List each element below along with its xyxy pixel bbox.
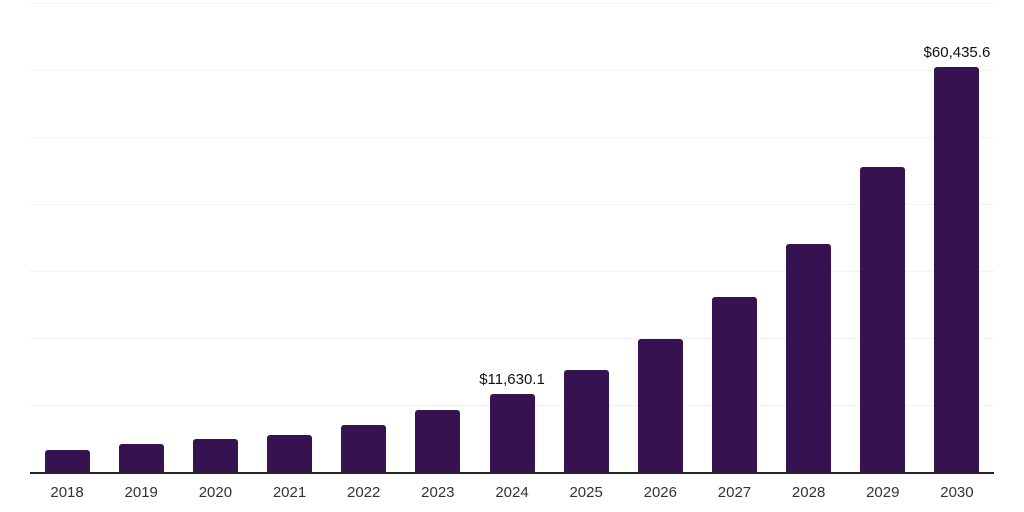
x-tick-2020: 2020: [198, 484, 233, 501]
bar-2023: [415, 410, 461, 472]
x-tick-2029: 2029: [866, 484, 900, 501]
x-tick-2026: 2026: [643, 484, 677, 501]
gridline-30000: [30, 271, 994, 272]
value-label-2030: $60,435.6: [923, 44, 991, 62]
x-tick-2021: 2021: [272, 484, 307, 501]
bar-2021: [267, 435, 313, 472]
bar-2025: [563, 370, 609, 472]
bar-2024: [489, 394, 535, 472]
plot-area: $11,630.1 $60,435.6: [30, 3, 994, 474]
x-tick-2025: 2025: [569, 484, 603, 501]
x-tick-2019: 2019: [124, 484, 158, 501]
x-axis-labels: 2018 2019 2020 2021 2022 2023 2024 2025 2026 2027…: [30, 484, 994, 504]
gridline-70000: [30, 3, 994, 4]
bar-2029: [860, 167, 906, 472]
bar-2028: [786, 244, 832, 472]
bar-2027: [711, 297, 757, 472]
x-tick-2024: 2024: [495, 484, 529, 501]
x-tick-2028: 2028: [791, 484, 826, 501]
x-tick-2022: 2022: [347, 484, 381, 501]
gridline-60000: [30, 70, 994, 71]
x-tick-2027: 2027: [717, 484, 752, 501]
gridline-50000: [30, 137, 994, 138]
x-tick-2023: 2023: [421, 484, 455, 501]
bar-2020: [192, 439, 238, 472]
x-tick-2018: 2018: [50, 484, 84, 501]
x-tick-2030: 2030: [940, 484, 974, 501]
gridline-40000: [30, 204, 994, 205]
value-label-2024: $11,630.1: [479, 371, 545, 389]
bar-2019: [118, 443, 164, 472]
bar-2022: [341, 425, 387, 472]
gridline-20000: [30, 338, 994, 339]
bar-2018: [44, 449, 90, 472]
bar-2030: [934, 67, 980, 472]
bar-2026: [637, 338, 683, 472]
